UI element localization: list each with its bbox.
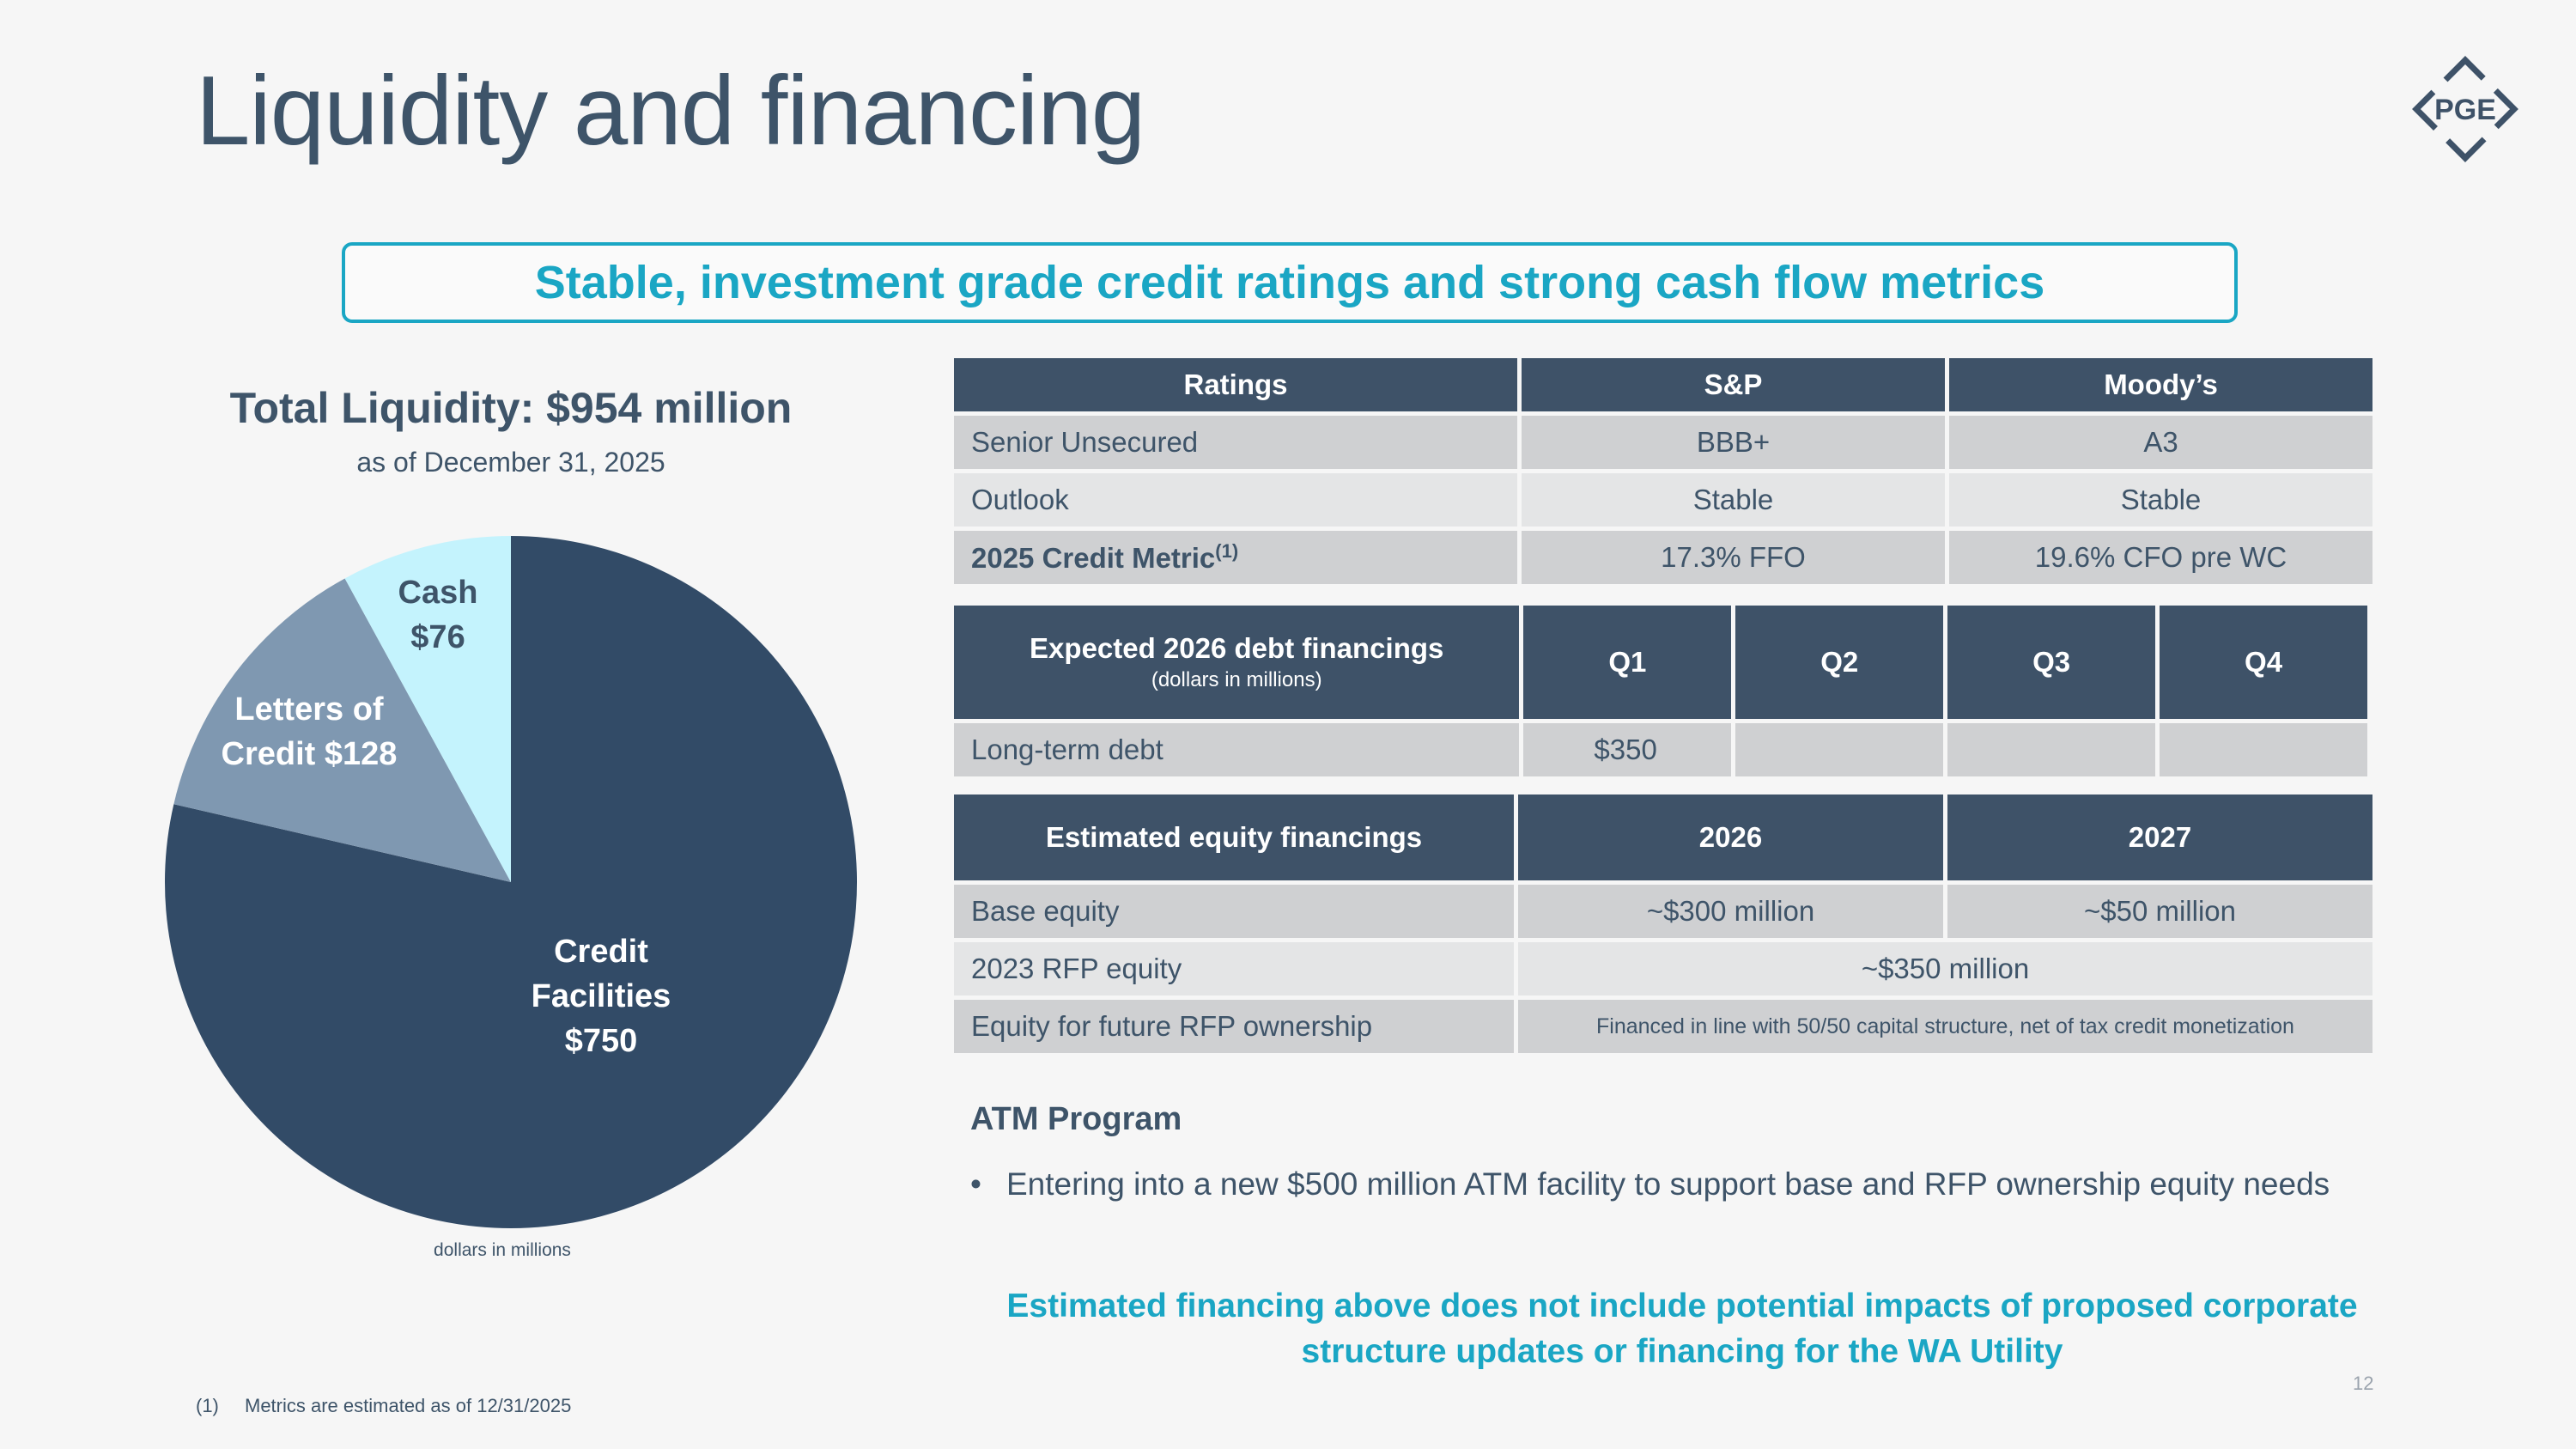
pie-label-cash: Cash $76 xyxy=(369,570,507,660)
row-label: Base equity xyxy=(954,885,1514,938)
table-row: Equity for future RFP ownership Financed… xyxy=(954,1000,2372,1053)
footnote-marker: (1) xyxy=(196,1395,219,1416)
sp-value: BBB+ xyxy=(1522,416,1945,469)
row-label: Outlook xyxy=(954,473,1517,527)
row-label: 2025 Credit Metric(1) xyxy=(954,531,1517,584)
ratings-header-row: Ratings S&P Moody’s xyxy=(954,358,2372,411)
sp-value: Stable xyxy=(1522,473,1945,527)
row-label: Equity for future RFP ownership xyxy=(954,1000,1514,1053)
debt-header: Expected 2026 debt financings (dollars in… xyxy=(954,606,1520,719)
merged-value: Financed in line with 50/50 capital stru… xyxy=(1518,1000,2372,1053)
ratings-table: Ratings S&P Moody’s Senior Unsecured BBB… xyxy=(950,354,2377,588)
table-row: Senior Unsecured BBB+ A3 xyxy=(954,416,2372,469)
pie-label-line: $750 xyxy=(564,1023,638,1059)
quarter-header: Q1 xyxy=(1523,606,1732,719)
footnote: (1) Metrics are estimated as of 12/31/20… xyxy=(196,1395,571,1417)
equity-financing-table: Estimated equity financings 2026 2027 Ba… xyxy=(950,790,2377,1057)
row-label: Senior Unsecured xyxy=(954,416,1517,469)
equity-header-row: Estimated equity financings 2026 2027 xyxy=(954,795,2372,880)
financing-note: Estimated financing above does not inclu… xyxy=(1006,1288,2358,1370)
debt-header-title: Expected 2026 debt financings xyxy=(1030,632,1444,664)
table-row: 2025 Credit Metric(1) 17.3% FFO 19.6% CF… xyxy=(954,531,2372,584)
debt-header-row: Expected 2026 debt financings (dollars in… xyxy=(954,606,2367,719)
pie-label-line: Facilities xyxy=(531,978,671,1014)
q4-value xyxy=(2160,723,2367,776)
moodys-value: 19.6% CFO pre WC xyxy=(1949,531,2372,584)
pie-label-credit-facilities: Credit Facilities $750 xyxy=(498,929,704,1063)
debt-header-sub: (dollars in millions) xyxy=(1151,668,1322,691)
credit-metric-label: 2025 Credit Metric xyxy=(971,542,1216,574)
moodys-value: Stable xyxy=(1949,473,2372,527)
pie-label-line: Cash xyxy=(398,575,478,611)
year-2027-header: 2027 xyxy=(1947,795,2372,880)
footnote-text: Metrics are estimated as of 12/31/2025 xyxy=(245,1395,572,1416)
pie-slice-credit-facilities xyxy=(164,536,857,1228)
q2-value xyxy=(1735,723,1944,776)
logo-text: PGE xyxy=(2434,94,2496,126)
quarter-header: Q4 xyxy=(2160,606,2367,719)
pie-label-line: Credit xyxy=(554,934,648,970)
equity-header: Estimated equity financings xyxy=(954,795,1514,880)
pge-logo: PGE xyxy=(2412,56,2518,162)
row-label: Long-term debt xyxy=(954,723,1520,776)
pie-label-line: Credit $128 xyxy=(221,736,398,772)
liquidity-pie-chart xyxy=(164,536,857,1228)
chart-note: dollars in millions xyxy=(434,1240,571,1260)
sp-value: 17.3% FFO xyxy=(1522,531,1945,584)
value-2026: ~$300 million xyxy=(1518,885,1943,938)
ratings-header: Ratings xyxy=(954,358,1517,411)
moodys-value: A3 xyxy=(1949,416,2372,469)
pie-slice-letters-of-credit xyxy=(173,578,511,882)
moodys-header: Moody’s xyxy=(1949,358,2372,411)
page-title: Liquidity and financing xyxy=(196,57,1145,166)
sp-header: S&P xyxy=(1522,358,1945,411)
table-row: 2023 RFP equity ~$350 million xyxy=(954,942,2372,995)
headline-banner-text: Stable, investment grade credit ratings … xyxy=(534,257,2045,308)
page-number: 12 xyxy=(2353,1373,2374,1394)
merged-value: ~$350 million xyxy=(1518,942,2372,995)
headline-banner: Stable, investment grade credit ratings … xyxy=(342,242,2238,323)
atm-bullet: • Entering into a new $500 million ATM f… xyxy=(970,1161,2379,1208)
table-row: Outlook Stable Stable xyxy=(954,473,2372,527)
atm-title: ATM Program xyxy=(970,1101,1182,1137)
atm-bullet-text: Entering into a new $500 million ATM fac… xyxy=(1006,1166,2330,1202)
pie-label-line: Letters of xyxy=(234,691,384,728)
bullet-icon: • xyxy=(970,1166,981,1202)
value-2027: ~$50 million xyxy=(1947,885,2372,938)
pie-slice-cash xyxy=(344,536,511,882)
pie-label-line: $76 xyxy=(410,619,465,655)
debt-financing-table: Expected 2026 debt financings (dollars in… xyxy=(950,601,2372,781)
year-2026-header: 2026 xyxy=(1518,795,1943,880)
footnote-marker: (1) xyxy=(1215,540,1239,562)
quarter-header: Q2 xyxy=(1735,606,1944,719)
pie-label-letters-of-credit: Letters of Credit $128 xyxy=(206,687,412,776)
row-label: 2023 RFP equity xyxy=(954,942,1514,995)
chart-title: Total Liquidity: $954 million xyxy=(229,384,793,432)
q3-value xyxy=(1947,723,2156,776)
quarter-header: Q3 xyxy=(1947,606,2156,719)
chart-subtitle: as of December 31, 2025 xyxy=(356,447,665,478)
table-row: Base equity ~$300 million ~$50 million xyxy=(954,885,2372,938)
q1-value: $350 xyxy=(1523,723,1732,776)
table-row: Long-term debt $350 xyxy=(954,723,2367,776)
